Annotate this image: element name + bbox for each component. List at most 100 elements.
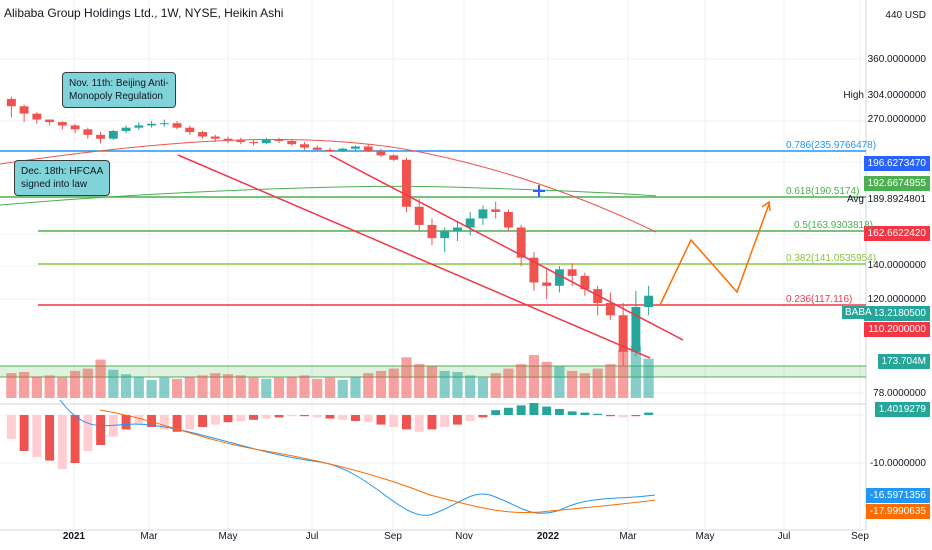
volume-bar <box>388 368 399 398</box>
annotation-dec18: Dec. 18th: HFCAA signed into law <box>14 160 111 196</box>
macd-histogram-bar <box>580 412 590 415</box>
macd-histogram-bar <box>325 415 335 419</box>
candle-body <box>274 139 284 141</box>
channel-upper <box>329 154 684 341</box>
macd-histogram-bar <box>542 406 552 415</box>
macd-histogram-bar <box>45 415 55 461</box>
volume-bar <box>184 376 195 398</box>
volume-bar <box>31 376 42 398</box>
price-tick: 78.0000000 <box>873 388 926 399</box>
candle-body <box>19 106 29 114</box>
price-tick: 140.0000000 <box>867 260 926 271</box>
macd-histogram-bar <box>172 415 182 432</box>
projection-path <box>659 200 771 306</box>
macd-histogram-bar <box>83 415 93 451</box>
candle-body <box>363 146 373 151</box>
candle-body <box>376 150 386 156</box>
volume-bar <box>222 374 234 398</box>
volume-bar <box>579 373 590 398</box>
macd-histogram-bar <box>96 415 106 445</box>
candle-body <box>108 130 118 139</box>
macd-histogram-bar <box>351 415 360 421</box>
volume-bar <box>350 376 361 398</box>
candle-body <box>529 257 539 283</box>
volume-bar <box>6 373 17 398</box>
high-value: 304.0000000 <box>867 90 926 101</box>
volume-bar <box>286 376 297 398</box>
price-axis-unit: 440 USD <box>885 10 926 21</box>
macd-histogram-bar <box>389 415 399 427</box>
volume-bar <box>133 376 144 398</box>
candle-body <box>96 134 106 139</box>
volume-bar <box>618 350 629 398</box>
fib-tag: 162.6622420 <box>863 226 930 241</box>
macd-histogram-bar <box>19 415 29 451</box>
volume-bar <box>630 346 641 398</box>
candle-body <box>287 140 297 145</box>
volume-bar <box>146 379 157 398</box>
macd-histogram-bar <box>121 415 131 430</box>
macd-histogram-bar <box>287 415 297 417</box>
x-axis-label: Sep <box>851 531 869 542</box>
macd-hist-tag: 1.4019279 <box>874 402 930 417</box>
macd-histogram-bar <box>6 415 16 439</box>
fib-label: 0.236(117.116) <box>786 294 853 305</box>
macd-histogram-bar <box>478 415 488 418</box>
candle-body <box>567 269 577 276</box>
candle-body <box>198 132 208 137</box>
macd-histogram-bar <box>529 403 539 415</box>
candle-body <box>580 275 590 290</box>
macd-histogram-bar <box>32 415 42 457</box>
price-tick: 360.0000000 <box>867 54 926 65</box>
signal-line <box>99 409 656 514</box>
x-axis-label: Sep <box>384 531 402 542</box>
trend-channel <box>177 154 684 359</box>
macd-histogram-bar <box>593 413 603 415</box>
macd-histogram-bar <box>363 415 373 423</box>
macd-histogram-bar <box>631 415 641 417</box>
volume-bar <box>554 366 565 398</box>
x-axis-label: Mar <box>619 531 637 542</box>
candle-body <box>414 206 424 225</box>
candle-body <box>452 227 462 232</box>
x-axis-label: Nov <box>455 531 473 542</box>
x-axis-label: Jul <box>305 531 319 542</box>
macd-histogram-bar <box>134 415 144 425</box>
volume-bar <box>108 369 119 398</box>
symbol-tag: BABA <box>842 306 875 319</box>
volume-bar <box>261 378 272 398</box>
macd-histogram-bar <box>198 415 208 427</box>
macd-histogram-bar <box>605 415 615 417</box>
candle-body <box>172 123 182 128</box>
macd-panel <box>6 399 656 516</box>
moving-averages <box>0 138 657 233</box>
macd-histogram-bar <box>618 415 628 418</box>
candle-body <box>312 147 322 150</box>
volume-bar <box>363 373 374 398</box>
candle-body <box>159 123 169 125</box>
volume-bar <box>70 370 81 398</box>
volume-bar <box>490 373 501 398</box>
candle-body <box>516 227 526 258</box>
x-axis-label: Jul <box>777 531 791 542</box>
candle-body <box>542 282 552 286</box>
x-axis-label: 2022 <box>536 531 560 542</box>
crosshair-marker <box>533 185 545 197</box>
volume-bar <box>465 375 476 398</box>
candles <box>6 96 654 366</box>
candle-body <box>249 142 258 144</box>
candle-body <box>618 315 628 352</box>
volume-bar <box>273 377 285 398</box>
signal-line-tag: -17.9990635 <box>865 504 930 519</box>
avg-label: Avg <box>846 194 864 205</box>
macd-histogram-bar <box>236 415 246 421</box>
macd-histogram-bar <box>554 409 564 415</box>
ma-red-line <box>0 138 657 233</box>
projection-line <box>659 203 770 306</box>
volume-bar <box>605 364 616 398</box>
x-axis-label: May <box>218 531 238 542</box>
volume-bar <box>414 364 425 398</box>
macd-histogram-bar <box>644 412 654 415</box>
fib-label: 0.618(190.5174) <box>786 186 860 197</box>
macd-histogram-bar <box>376 415 386 425</box>
